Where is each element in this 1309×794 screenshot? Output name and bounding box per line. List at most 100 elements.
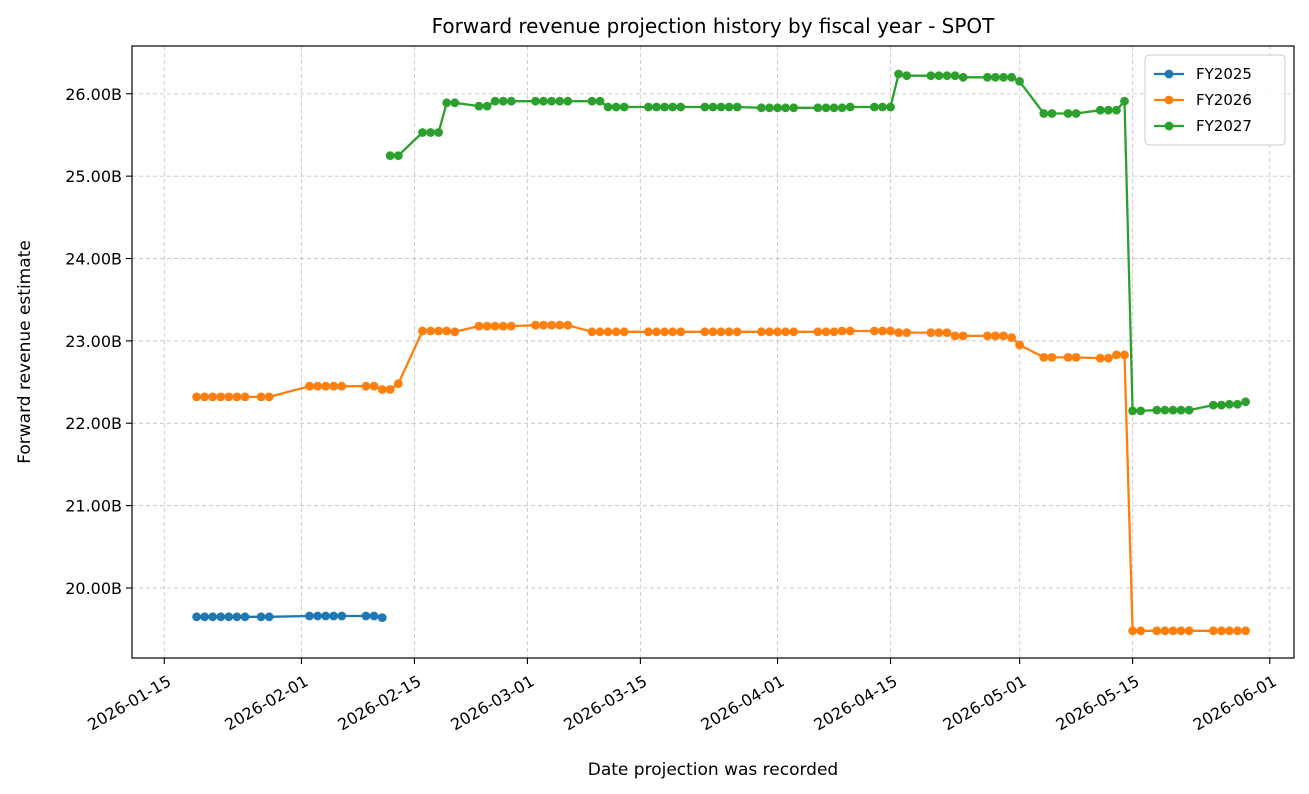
data-point (716, 102, 726, 112)
data-point (1015, 77, 1024, 86)
legend-entry: FY2025 (1154, 65, 1252, 83)
data-point (652, 102, 661, 112)
data-point (644, 327, 653, 337)
data-point (216, 392, 226, 402)
data-point (765, 327, 774, 337)
data-point (1007, 333, 1016, 342)
data-point (676, 102, 686, 112)
data-point (773, 327, 782, 337)
series-fy2027 (385, 69, 1250, 416)
data-point (821, 103, 831, 113)
data-point (232, 392, 242, 402)
data-point (983, 331, 992, 341)
data-point (361, 611, 371, 621)
data-point (490, 96, 500, 106)
data-point (1039, 353, 1049, 362)
data-point (563, 96, 573, 106)
data-point (321, 611, 331, 621)
data-point (845, 326, 855, 336)
data-point (732, 327, 742, 337)
data-point (305, 381, 314, 391)
data-point (724, 327, 734, 337)
data-point (264, 392, 274, 402)
data-point (926, 328, 936, 337)
data-point (1128, 406, 1137, 416)
data-point (1112, 105, 1121, 115)
data-point (716, 327, 726, 337)
data-point (232, 612, 242, 622)
data-point (829, 103, 839, 113)
data-point (208, 612, 218, 622)
data-point (450, 98, 460, 108)
data-point (547, 320, 556, 330)
data-point (1047, 109, 1057, 118)
data-point (611, 102, 621, 112)
data-point (813, 327, 823, 337)
legend-marker (1164, 95, 1174, 105)
data-point (926, 71, 936, 81)
x-tick-label: 2026-05-01 (940, 671, 1030, 734)
chart-title: Forward revenue projection history by fi… (432, 14, 996, 38)
data-point (1233, 399, 1242, 409)
data-point (240, 392, 250, 402)
data-point (1136, 626, 1146, 636)
data-point (676, 327, 686, 337)
data-point (934, 328, 944, 337)
data-point (603, 327, 613, 337)
data-point (999, 72, 1008, 82)
data-point (216, 612, 226, 622)
data-point (256, 612, 266, 622)
data-point (361, 381, 371, 391)
y-tick-label: 22.00B (65, 414, 122, 433)
x-tick-label: 2026-04-01 (698, 671, 788, 734)
data-point (1120, 96, 1129, 106)
data-point (313, 611, 322, 621)
data-point (192, 612, 202, 622)
x-tick-label: 2026-01-15 (84, 671, 174, 734)
data-point (329, 611, 339, 621)
data-point (498, 96, 508, 106)
legend-marker (1164, 121, 1174, 131)
data-point (539, 320, 548, 330)
data-point (1047, 353, 1057, 362)
data-point (1160, 626, 1170, 636)
data-point (950, 71, 960, 81)
data-point (442, 326, 452, 336)
data-point (377, 613, 387, 622)
data-point (619, 327, 629, 337)
legend-label: FY2026 (1196, 91, 1252, 109)
data-point (708, 327, 718, 337)
data-point (474, 101, 484, 111)
data-point (1184, 405, 1194, 415)
data-point (724, 102, 734, 112)
data-point (789, 327, 799, 337)
data-point (256, 392, 266, 402)
data-point (418, 326, 427, 336)
data-point (224, 392, 234, 402)
data-point (434, 326, 443, 336)
y-tick-label: 23.00B (65, 332, 122, 351)
data-point (902, 328, 912, 337)
data-point (668, 327, 678, 337)
data-point (700, 327, 710, 337)
legend-entry: FY2027 (1154, 117, 1252, 135)
data-point (878, 102, 887, 112)
data-point (264, 612, 274, 622)
data-point (958, 72, 968, 82)
grid (132, 46, 1294, 658)
data-point (385, 385, 395, 394)
data-point (870, 326, 879, 336)
data-point (305, 611, 314, 621)
y-axis-label: Forward revenue estimate (15, 240, 35, 464)
data-point (999, 331, 1008, 341)
data-point (829, 327, 839, 337)
data-point (337, 611, 347, 621)
data-point (1128, 626, 1137, 636)
data-point (950, 331, 960, 341)
data-point (611, 327, 621, 337)
data-point (1152, 405, 1162, 415)
y-tick-label: 21.00B (65, 497, 122, 516)
data-point (377, 385, 387, 394)
data-point (329, 381, 339, 391)
